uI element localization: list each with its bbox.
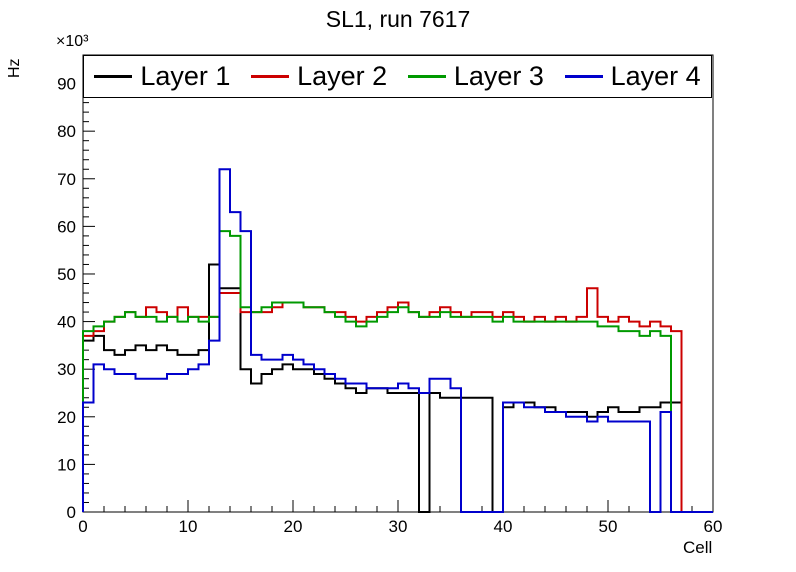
- y-tick-label: 80: [57, 122, 76, 141]
- legend-entry-label: Layer 2: [297, 61, 388, 91]
- legend-color-sample: [94, 75, 133, 78]
- legend-entry-label: Layer 1: [140, 61, 231, 91]
- legend-entry: Layer 2: [251, 63, 387, 90]
- plot-frame: [82, 54, 714, 513]
- legend-color-sample: [564, 75, 603, 78]
- y-tick-label: 10: [57, 455, 76, 474]
- x-tick-label: 30: [389, 517, 408, 536]
- x-tick-label: 0: [78, 517, 87, 536]
- y-tick-label: 30: [57, 360, 76, 379]
- y-tick-label: 90: [57, 75, 76, 94]
- y-tick-label: 0: [67, 503, 76, 522]
- y-tick-label: 60: [57, 217, 76, 236]
- legend-entry: Layer 4: [564, 61, 701, 91]
- y-axis-unit-multiplier: ×10³: [56, 33, 89, 50]
- chart-title: SL1, run 7617: [325, 6, 471, 32]
- x-axis-label: Cell: [683, 538, 713, 557]
- legend-color-sample: [407, 75, 446, 78]
- y-tick-label: 70: [57, 170, 76, 189]
- legend-entry: Layer 1: [94, 63, 230, 90]
- legend-entry: Layer 3: [407, 61, 544, 91]
- legend-entry-label: Layer 3: [453, 61, 544, 91]
- y-tick-label: 40: [57, 313, 76, 332]
- x-tick-label: 20: [284, 517, 303, 536]
- legend: Layer 1 Layer 2 Layer 3 Layer 4: [83, 55, 712, 98]
- series-line-layer-4: [82, 168, 713, 513]
- x-tick-label: 60: [704, 517, 723, 536]
- x-tick-label: 10: [179, 517, 198, 536]
- x-tick-label: 40: [494, 517, 513, 536]
- x-tick-label: 50: [599, 517, 618, 536]
- y-axis-label: Hz: [6, 58, 23, 78]
- legend-color-sample: [251, 75, 290, 78]
- y-tick-label: 50: [57, 265, 76, 284]
- legend-entry-label: Layer 4: [610, 61, 701, 91]
- y-tick-label: 20: [57, 408, 76, 427]
- series-line-layer-3: [82, 230, 713, 513]
